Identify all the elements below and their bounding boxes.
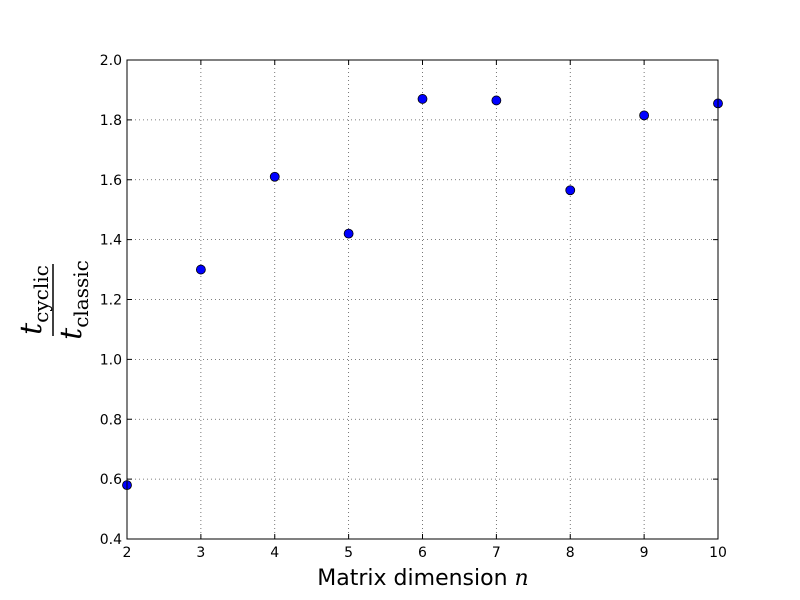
y-tick-label: 1.4 [100,233,122,249]
x-tick-label: 9 [640,545,649,561]
x-axis-label: Matrix dimension n [317,566,528,591]
x-tick-label: 2 [123,545,132,561]
y-tick-label: 1.8 [100,113,122,129]
y-tick-labels: 0.4 0.6 0.8 1.0 1.2 1.4 1.6 1.8 2.0 [100,53,122,548]
x-tick-label: 6 [418,545,427,561]
grid-lines [126,59,719,540]
y-tick-label: 2.0 [100,53,122,69]
y-tick-label: 0.4 [100,532,122,548]
y-axis-label: tcyclic tclassic [14,260,93,340]
x-tick-label: 7 [492,545,501,561]
data-point [417,94,428,104]
y-axis-label-denominator: tclassic [54,260,93,340]
y-axis-label-numerator: tcyclic [14,265,53,335]
x-tick-label: 8 [566,545,575,561]
data-points [122,94,723,491]
x-axis-label-text: Matrix dimension [317,566,514,591]
x-tick-label: 5 [344,545,353,561]
data-point [639,110,650,121]
plot-frame [126,59,719,540]
y-tick-label: 1.0 [100,352,122,368]
data-point [565,185,576,196]
y-tick-label: 0.6 [100,472,122,488]
y-tick-label: 1.6 [100,173,122,189]
x-tick-label: 10 [709,545,727,561]
y-tick-label: 1.2 [100,293,122,309]
x-tick-labels: 2 3 4 5 6 7 8 9 10 [123,545,727,561]
x-tick-label: 3 [196,545,205,561]
x-tick-label: 4 [270,545,279,561]
x-axis-label-variable: n [515,566,529,591]
data-point [491,95,502,106]
y-tick-label: 0.8 [100,412,122,428]
data-point [195,264,206,275]
data-point [269,171,280,182]
data-point [343,228,354,239]
